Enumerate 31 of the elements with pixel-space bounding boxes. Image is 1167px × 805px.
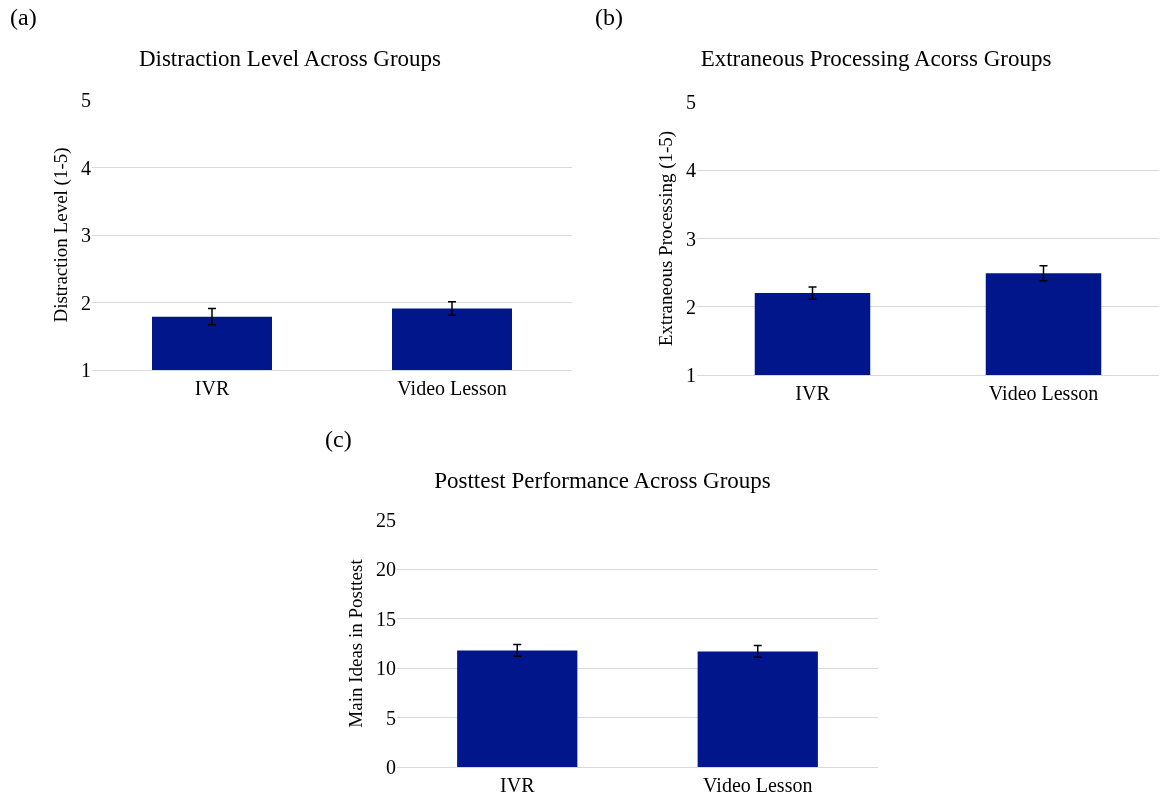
text: (a) xyxy=(10,4,37,30)
y-tick-label: 5 xyxy=(686,91,696,113)
y-tick-label: 0 xyxy=(386,756,396,778)
y-tick-label: 20 xyxy=(376,558,396,581)
y-tick-label: 1 xyxy=(81,359,91,381)
x-tick-label: IVR xyxy=(500,774,536,796)
y-tick-label: 10 xyxy=(376,657,396,680)
y-tick-label: 25 xyxy=(376,509,396,531)
y-tick-label: 3 xyxy=(81,224,91,246)
y-tick-label: 15 xyxy=(376,607,396,630)
y-tick-label: 3 xyxy=(686,227,696,250)
y-axis-title: Distraction Level (1-5) xyxy=(49,147,72,323)
y-axis-title: Extraneous Processing (1-5) xyxy=(654,130,677,347)
text: (b) xyxy=(595,4,623,30)
y-tick-label: 4 xyxy=(81,156,91,179)
y-tick-label: 5 xyxy=(81,89,91,111)
y-tick-label: 2 xyxy=(686,295,696,318)
y-axis-title: Main Ideas in Posttest xyxy=(344,558,366,728)
chart-title: Distraction Level Across Groups xyxy=(138,46,442,72)
x-tick-label: Video Lesson xyxy=(397,377,507,399)
chart-title: Extraneous Processing Acorss Groups xyxy=(700,46,1052,72)
x-tick-label: Video Lesson xyxy=(988,382,1099,404)
x-tick-label: IVR xyxy=(795,382,831,404)
y-tick-label: 5 xyxy=(386,706,396,729)
y-tick-label: 1 xyxy=(686,364,696,386)
x-tick-label: Video Lesson xyxy=(703,774,813,796)
text: (c) xyxy=(325,426,352,452)
chart-title: Posttest Performance Across Groups xyxy=(434,468,771,494)
y-tick-label: 2 xyxy=(81,291,91,314)
y-tick-label: 4 xyxy=(686,159,696,182)
x-tick-label: IVR xyxy=(194,377,230,399)
